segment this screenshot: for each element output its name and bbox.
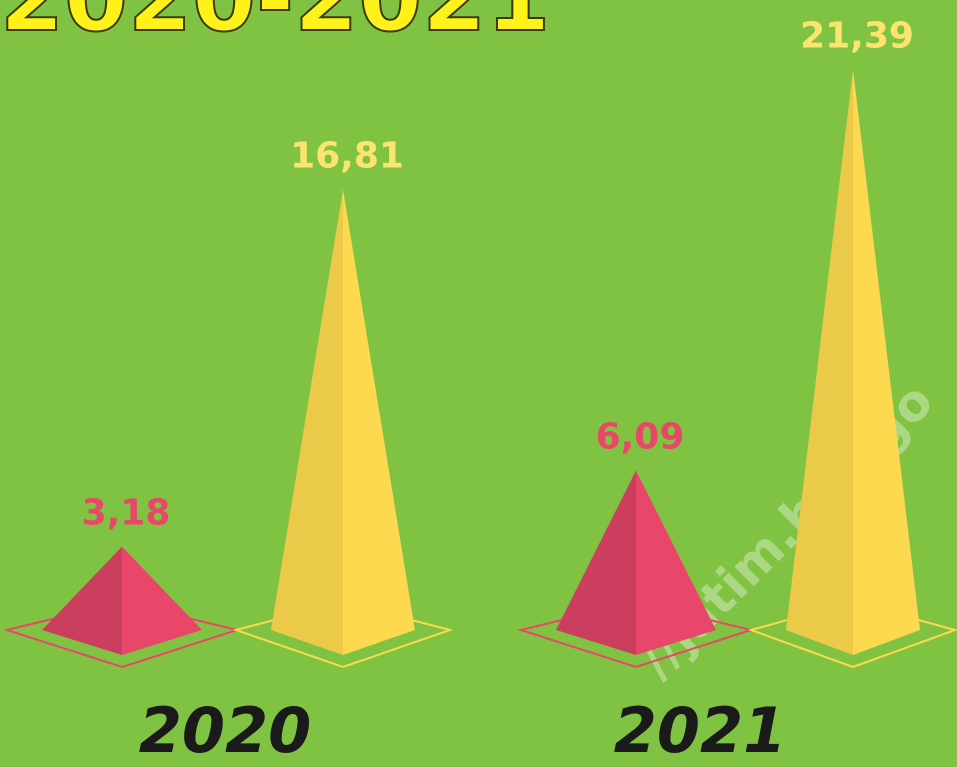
pyramid-right-face bbox=[636, 470, 716, 655]
pyramid-right-face bbox=[122, 546, 202, 655]
pyramid-left-face bbox=[42, 546, 122, 655]
pyramid bbox=[42, 546, 202, 655]
pyramid-left-face bbox=[556, 470, 636, 655]
x-tick-label: 2020 bbox=[139, 694, 312, 767]
pyramid-left-face bbox=[786, 69, 853, 655]
data-label: 6,09 bbox=[596, 416, 685, 457]
data-label: 21,39 bbox=[800, 16, 914, 57]
pyramid-right-face bbox=[343, 189, 415, 655]
chart-title: 2020-2021 bbox=[0, 0, 550, 52]
pyramid bbox=[556, 470, 716, 655]
data-label: 16,81 bbox=[290, 136, 404, 177]
data-label: 3,18 bbox=[82, 493, 171, 534]
pyramid-right-face bbox=[853, 69, 920, 655]
x-tick-label: 2021 bbox=[614, 694, 787, 767]
pyramid bbox=[786, 69, 920, 655]
pyramid-left-face bbox=[271, 189, 343, 655]
pyramid bbox=[271, 189, 415, 655]
